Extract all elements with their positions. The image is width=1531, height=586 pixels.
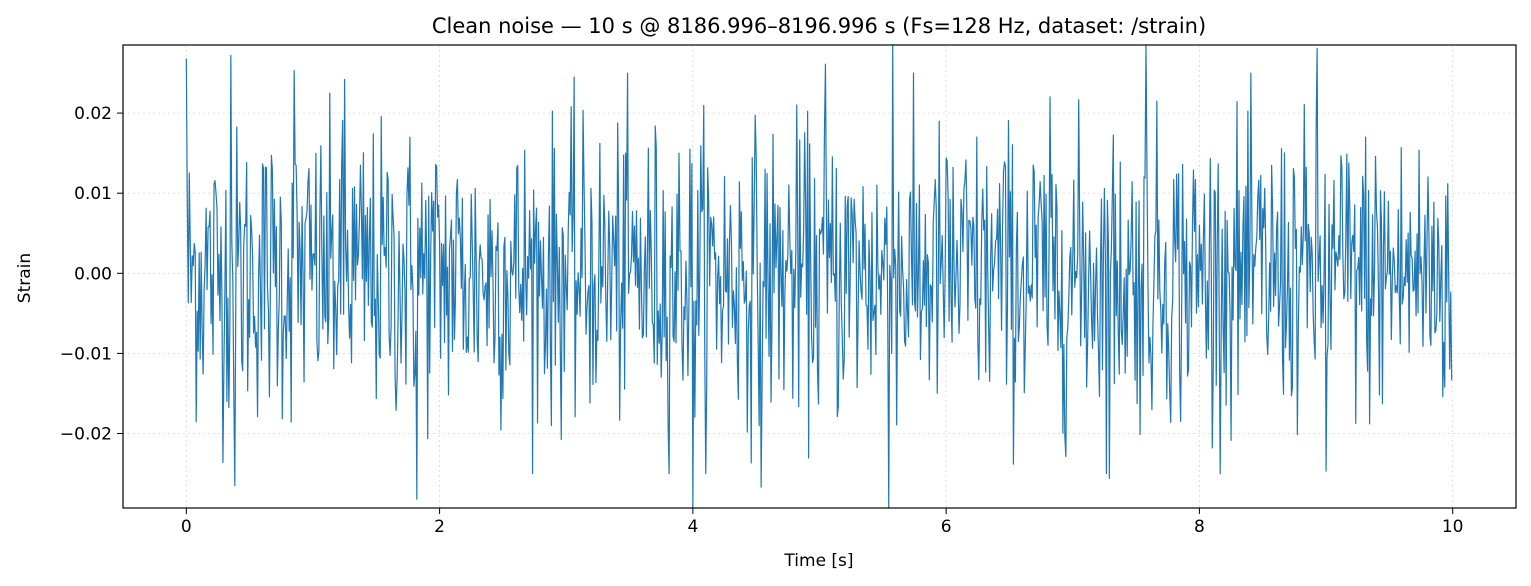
y-axis-label: Strain — [15, 253, 35, 303]
x-tick-label: 10 — [1442, 517, 1464, 537]
x-tick-label: 6 — [941, 517, 952, 537]
y-tick-label: 0.02 — [74, 104, 112, 124]
series-group — [185, 45, 1453, 508]
y-tick-label: 0.00 — [74, 264, 112, 284]
x-tick-label: 8 — [1194, 517, 1205, 537]
y-tick-label: −0.01 — [60, 344, 112, 364]
y-tick-label: 0.01 — [74, 184, 112, 204]
y-tick-label: −0.02 — [60, 425, 112, 445]
chart-title: Clean noise — 10 s @ 8186.996–8196.996 s… — [432, 14, 1206, 38]
plot-frame — [122, 44, 1517, 509]
x-tick-label: 2 — [434, 517, 445, 537]
series-line — [185, 45, 1453, 508]
x-tick-label: 0 — [181, 517, 192, 537]
x-tick-label: 4 — [687, 517, 698, 537]
tick-group: 0 2 4 6 8 10 0.02 0.01 0.00 −0.01 −0.02 — [60, 104, 1464, 537]
x-axis-label: Time [s] — [783, 551, 853, 571]
